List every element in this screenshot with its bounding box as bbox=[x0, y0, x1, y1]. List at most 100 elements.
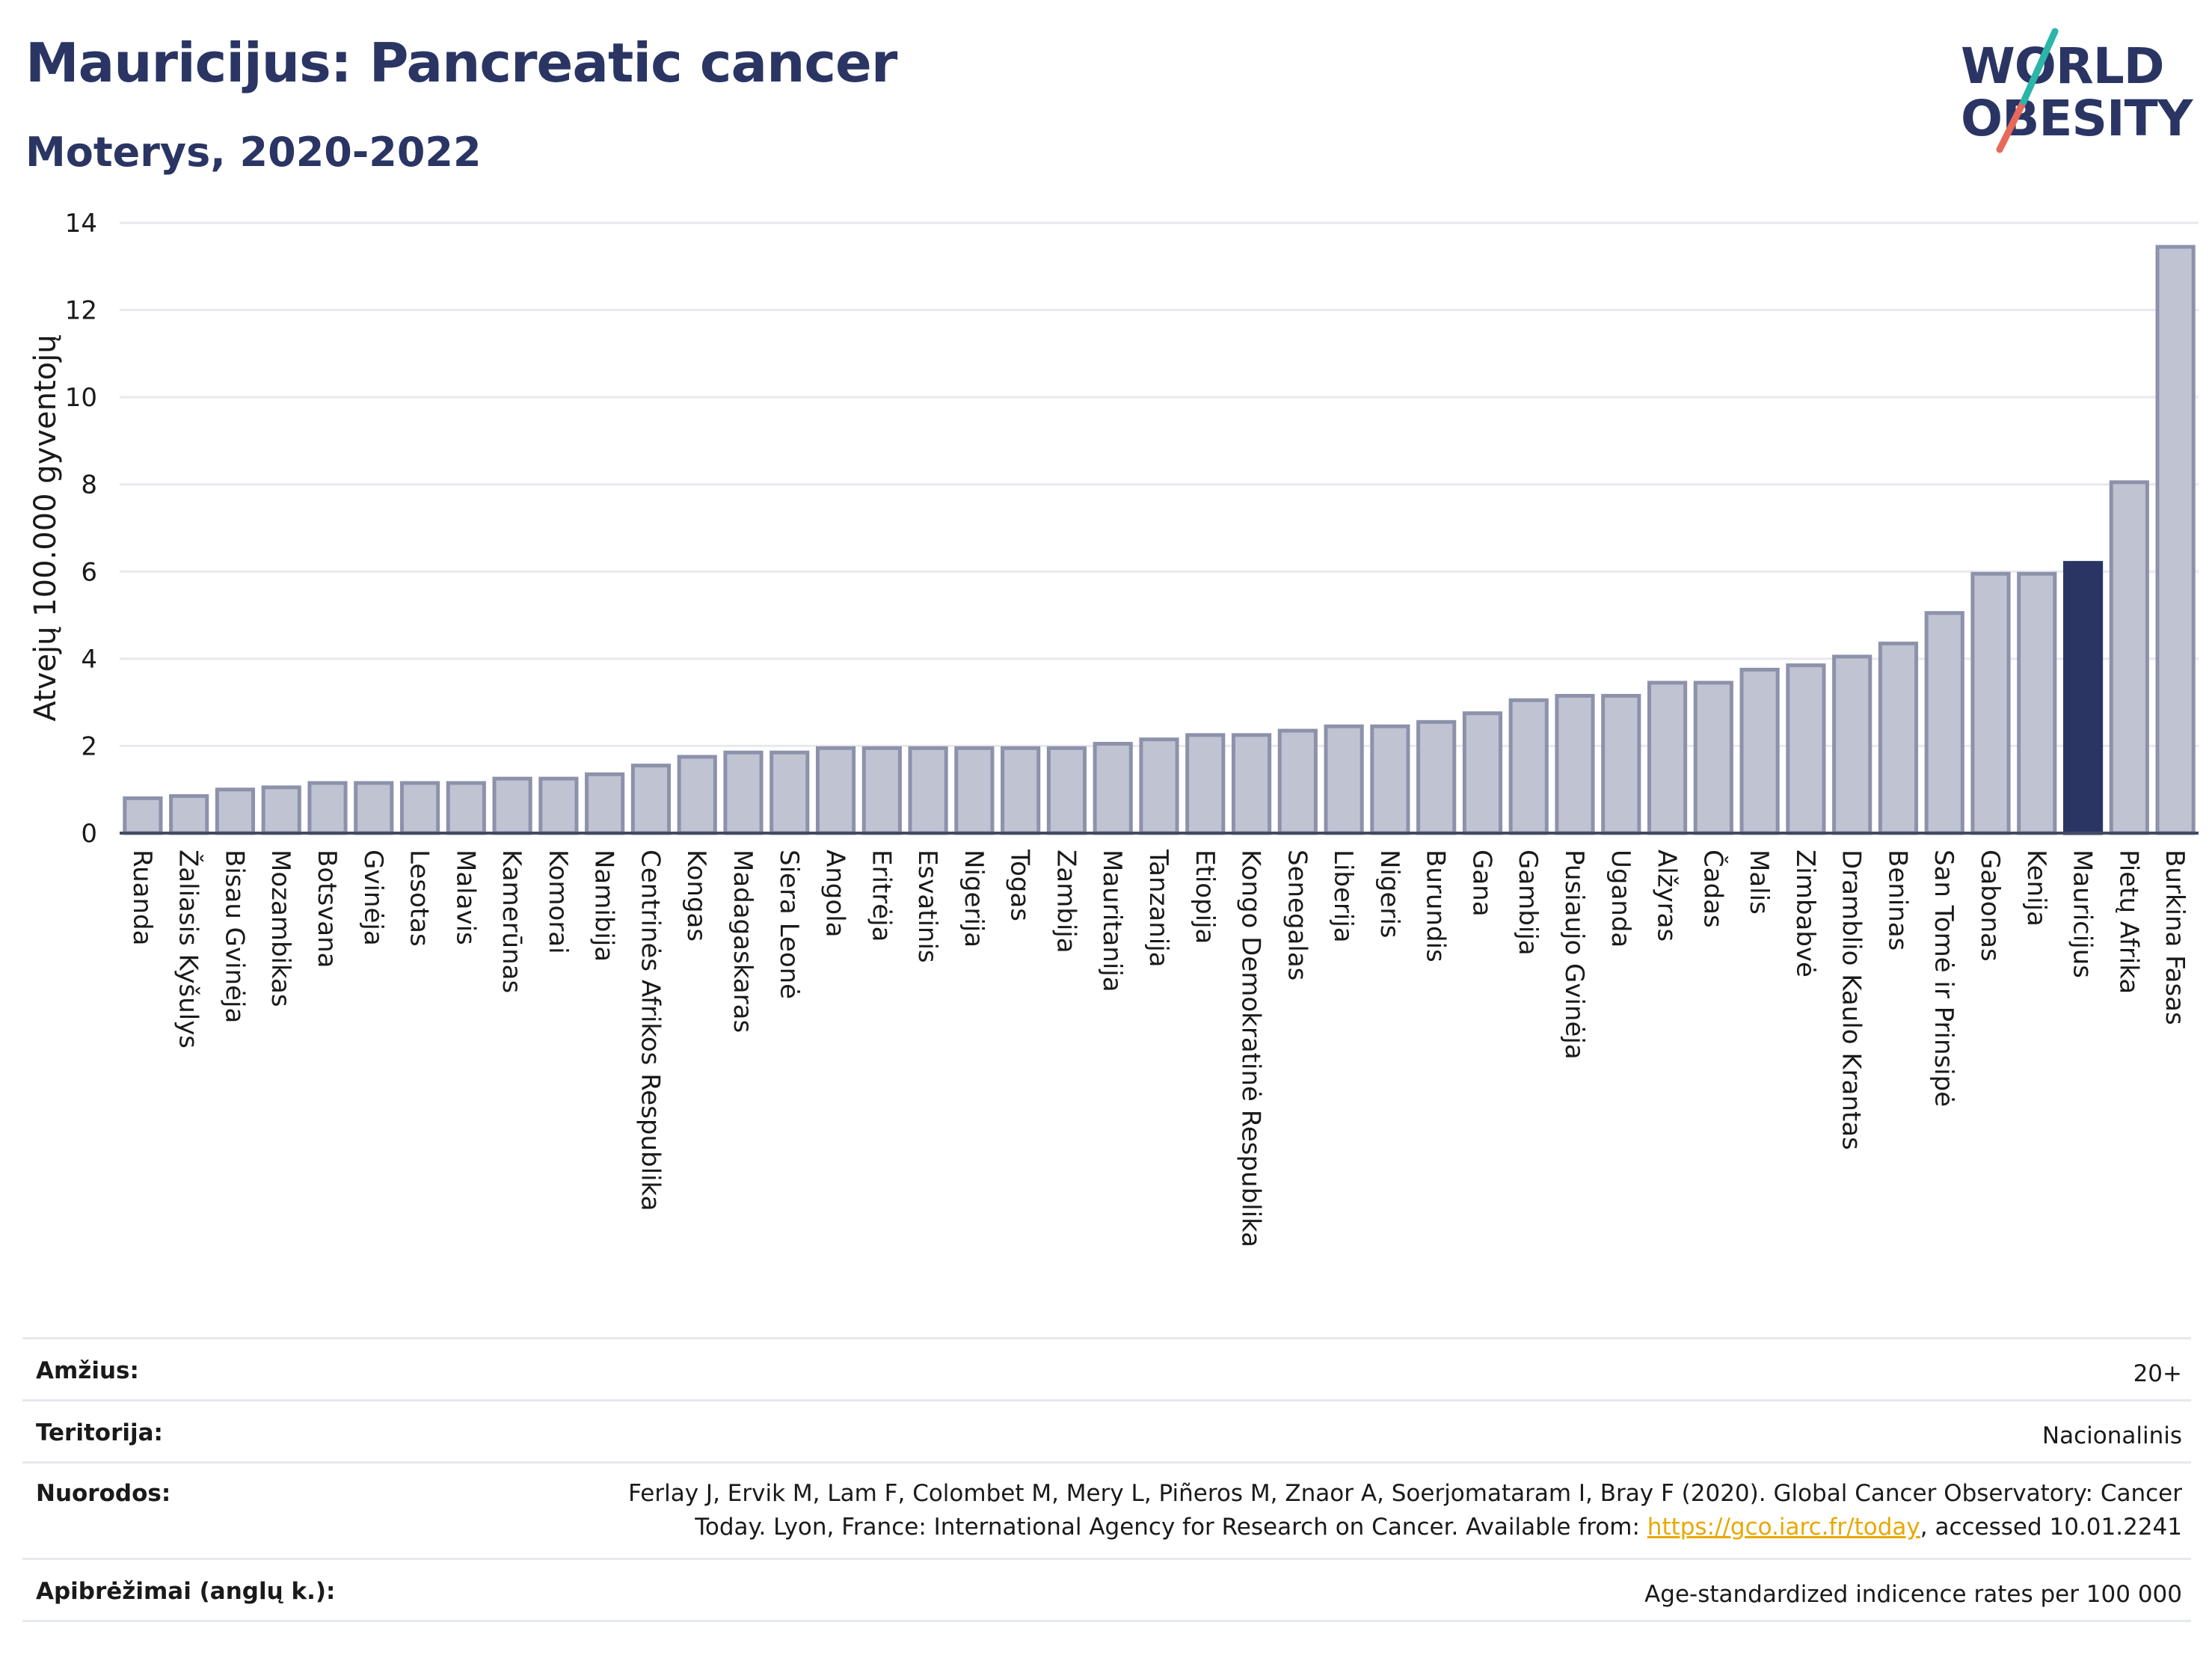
x-tick-label: Nigeris bbox=[1374, 850, 1404, 939]
references-link[interactable]: https://gco.iarc.fr/today bbox=[1647, 1514, 1920, 1541]
x-tick-label: Tanzanija bbox=[1143, 849, 1173, 967]
x-tick-label: Botsvana bbox=[312, 850, 342, 968]
x-tick-label: Burundis bbox=[1421, 850, 1451, 962]
y-tick-label: 8 bbox=[81, 470, 97, 500]
bar bbox=[1878, 641, 1919, 835]
x-tick-label: Žaliasis Kyšulys bbox=[173, 850, 204, 1048]
y-axis-title: Atvejų 100.000 gyventojų bbox=[28, 334, 63, 721]
y-tick-label: 6 bbox=[81, 557, 97, 587]
bar bbox=[1693, 681, 1733, 835]
references-label: Nuorodos: bbox=[36, 1480, 171, 1507]
age-label: Amžius: bbox=[36, 1357, 139, 1384]
x-tick-label: Kamerūnas bbox=[497, 850, 526, 993]
references-value: Ferlay J, Ervik M, Lam F, Colombet M, Me… bbox=[628, 1477, 2182, 1544]
x-tick-label: Gvinėja bbox=[358, 850, 388, 946]
bar bbox=[1970, 571, 2011, 835]
bar bbox=[446, 781, 486, 835]
y-tick-label: 12 bbox=[65, 296, 97, 326]
bar bbox=[307, 781, 348, 835]
x-tick-label: Pietų Afrika bbox=[2113, 850, 2143, 994]
bar bbox=[723, 750, 764, 835]
x-tick-label: Gabonas bbox=[1975, 850, 2005, 962]
x-tick-label: Beninas bbox=[1882, 850, 1912, 951]
x-tick-label: Alžyras bbox=[1652, 850, 1682, 942]
bar bbox=[1832, 654, 1872, 835]
x-tick-label: Kongo Demokratinė Respublika bbox=[1236, 850, 1266, 1247]
footer-row-references: Nuorodos: Ferlay J, Ervik M, Lam F, Colo… bbox=[22, 1461, 2191, 1558]
bar bbox=[2109, 480, 2149, 835]
bar bbox=[354, 781, 394, 835]
references-line-2: Today. Lyon, France: International Agenc… bbox=[628, 1511, 2182, 1544]
x-tick-label: Zimbabvė bbox=[1790, 850, 1820, 977]
bar bbox=[1277, 728, 1318, 835]
bar bbox=[2155, 245, 2196, 835]
x-tick-label: Kongas bbox=[681, 850, 711, 942]
bar bbox=[1046, 746, 1087, 835]
logo-text-obesity: OBESITY bbox=[1961, 90, 2193, 147]
x-tick-label: Senegalas bbox=[1282, 850, 1312, 980]
references-line-1: Ferlay J, Ervik M, Lam F, Colombet M, Me… bbox=[628, 1480, 2182, 1507]
x-tick-label: Esvatinis bbox=[912, 850, 942, 963]
bar bbox=[1739, 667, 1780, 835]
x-tick-label: Nigerija bbox=[959, 850, 989, 948]
bar bbox=[1185, 733, 1226, 835]
x-tick-label: Burkina Fasas bbox=[2160, 850, 2190, 1025]
bar bbox=[1001, 746, 1041, 835]
x-tick-label: Madagaskaras bbox=[728, 850, 758, 1033]
territory-label: Teritorija: bbox=[36, 1419, 163, 1446]
x-tick-label: San Tomė ir Prinsipė bbox=[1929, 850, 1958, 1107]
x-tick-label: Malis bbox=[1744, 850, 1774, 915]
bar bbox=[1508, 698, 1549, 835]
definitions-label: Apibrėžimai (anglų k.): bbox=[36, 1578, 336, 1605]
x-tick-label: Pusiaujo Gvinėja bbox=[1559, 850, 1589, 1060]
y-tick-label: 14 bbox=[65, 209, 97, 239]
x-tick-label: Dramblio Kaulo Krantas bbox=[1837, 850, 1867, 1150]
x-tick-label: Namibija bbox=[589, 850, 619, 962]
bar bbox=[1139, 737, 1179, 835]
x-tick-label: Gana bbox=[1466, 850, 1496, 917]
bar bbox=[1462, 711, 1503, 835]
x-tick-label: Bisau Gvinėja bbox=[219, 850, 249, 1023]
references-line-2-start: Today. Lyon, France: International Agenc… bbox=[695, 1514, 1647, 1541]
bar bbox=[1786, 663, 1826, 835]
world-obesity-logo: WORLD OBESITY bbox=[1952, 21, 2206, 163]
x-tick-label: Siera Leonė bbox=[774, 850, 804, 999]
x-tick-label: Gambija bbox=[1513, 850, 1543, 956]
bar bbox=[815, 746, 856, 835]
chart-subtitle: Moterys, 2020-2022 bbox=[25, 129, 482, 176]
footer-row-age: Amžius: 20+ bbox=[22, 1337, 2191, 1399]
bar bbox=[677, 755, 717, 835]
y-tick-label: 4 bbox=[81, 645, 97, 675]
bar bbox=[215, 787, 256, 835]
x-tick-label: Ruanda bbox=[127, 850, 157, 945]
bar bbox=[1555, 693, 1595, 835]
x-tick-label: Komorai bbox=[543, 850, 573, 954]
bar bbox=[399, 781, 440, 835]
y-tick-label: 0 bbox=[81, 819, 97, 849]
x-tick-label: Zambija bbox=[1051, 850, 1081, 954]
footer-row-definitions: Apibrėžimai (anglų k.): Age-standardized… bbox=[22, 1558, 2191, 1622]
bar bbox=[861, 746, 902, 835]
definitions-value: Age-standardized indicence rates per 100… bbox=[1644, 1581, 2182, 1608]
footer-row-territory: Teritorija: Nacionalinis bbox=[22, 1399, 2191, 1461]
age-value: 20+ bbox=[2133, 1360, 2182, 1387]
x-tick-label: Centrinės Afrikos Respublika bbox=[635, 850, 665, 1211]
bar bbox=[261, 785, 301, 835]
bar bbox=[1324, 724, 1364, 835]
bar bbox=[1093, 742, 1133, 835]
logo-text-world: WORLD bbox=[1961, 37, 2165, 95]
bar bbox=[492, 776, 532, 835]
x-tick-label: Togas bbox=[1005, 849, 1035, 921]
territory-value: Nacionalinis bbox=[2042, 1422, 2182, 1449]
bar bbox=[1924, 611, 1964, 835]
bar bbox=[585, 772, 625, 835]
bar bbox=[769, 750, 810, 835]
bar bbox=[1231, 733, 1272, 835]
bar bbox=[908, 746, 948, 835]
x-tick-label: Mozambikas bbox=[265, 850, 295, 1007]
bar bbox=[1416, 719, 1457, 835]
x-tick-label: Lesotas bbox=[405, 850, 434, 947]
chart-title: Mauricijus: Pancreatic cancer bbox=[25, 31, 897, 94]
bar bbox=[538, 776, 579, 835]
y-tick-label: 10 bbox=[65, 383, 97, 413]
